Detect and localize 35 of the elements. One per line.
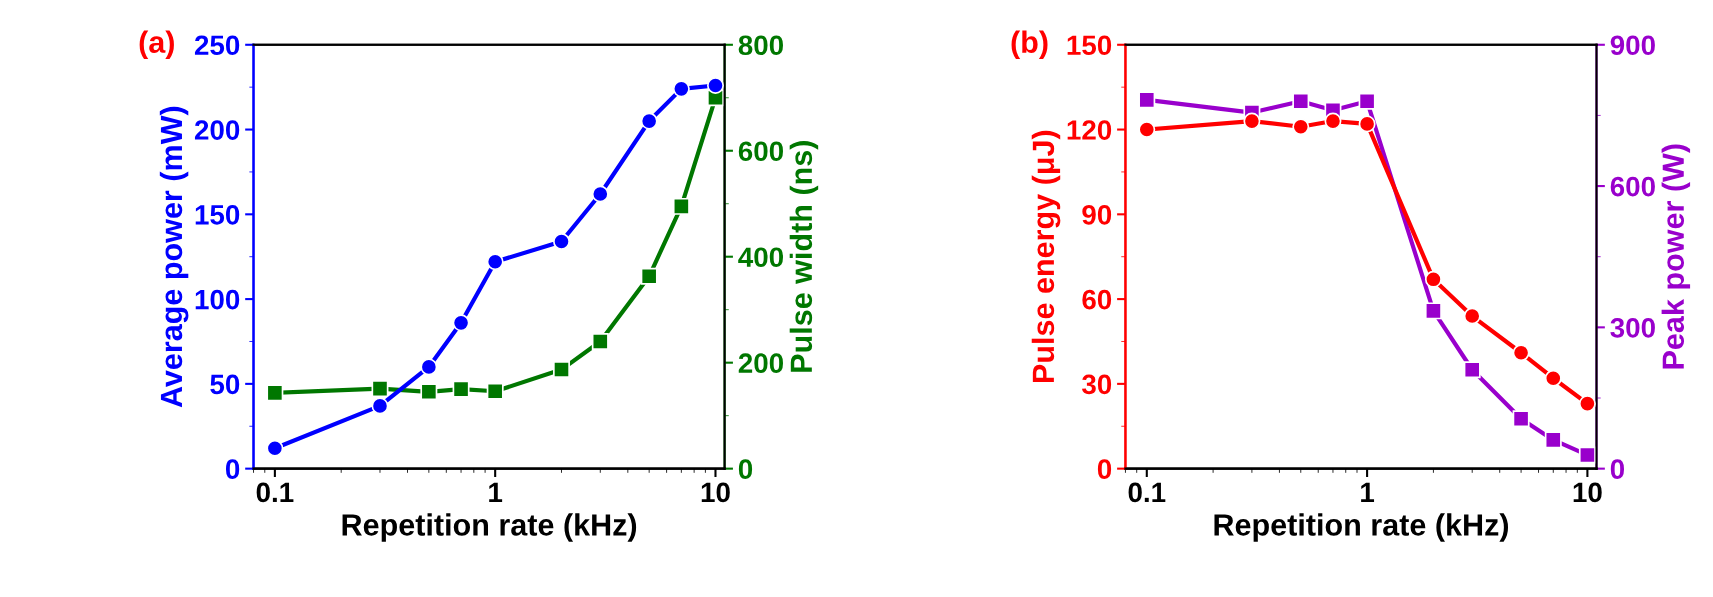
- y-tick-label: 100: [195, 289, 240, 310]
- x-axis-title: Repetition rate (kHz): [342, 513, 637, 542]
- y2-tick-label: 300: [1610, 318, 1655, 338]
- y-tick-label: 30: [1081, 374, 1112, 395]
- y2-tick-label: 800: [738, 35, 783, 56]
- y2-tick-label: 400: [738, 247, 783, 268]
- y2-axis-title: Peak power (W): [1661, 144, 1691, 369]
- x-tick-label: 0.1: [256, 482, 294, 503]
- y2-tick-label: 600: [1610, 176, 1655, 197]
- x-tick-label: 1: [1361, 482, 1375, 502]
- y-tick-label: 0: [1097, 459, 1112, 479]
- y-tick-label: 200: [194, 120, 240, 140]
- y2-tick-label: 900: [1610, 35, 1655, 56]
- x-axis-title: Repetition rate (kHz): [1214, 513, 1509, 542]
- x-tick-label: 10: [701, 482, 730, 503]
- y-axis-title: Average power (mW): [159, 106, 189, 408]
- y-tick-label: 120: [1067, 120, 1112, 140]
- x-tick-label: 10: [1573, 482, 1602, 503]
- y2-tick-label: 0: [738, 459, 753, 479]
- x-tick-label: 1: [489, 482, 503, 502]
- y2-axis-title: Pulse width (ns): [789, 141, 819, 372]
- y2-tick-label: 600: [738, 141, 783, 162]
- y-tick-label: 60: [1082, 289, 1112, 310]
- y-tick-label: 150: [1067, 35, 1112, 56]
- y-tick-label: 50: [210, 374, 240, 395]
- y2-tick-label: 0: [1610, 459, 1625, 479]
- y2-tick-label: 200: [738, 353, 783, 374]
- x-tick-label: 0.1: [1128, 482, 1166, 503]
- y-axis-title: Pulse energy (μJ): [1031, 130, 1061, 383]
- y-tick-label: 250: [194, 35, 240, 56]
- y-tick-label: 0: [225, 459, 240, 479]
- y-tick-label: 90: [1082, 204, 1112, 225]
- y-tick-label: 150: [195, 204, 240, 225]
- text: (b): [1011, 30, 1048, 60]
- text: (a): [139, 30, 174, 60]
